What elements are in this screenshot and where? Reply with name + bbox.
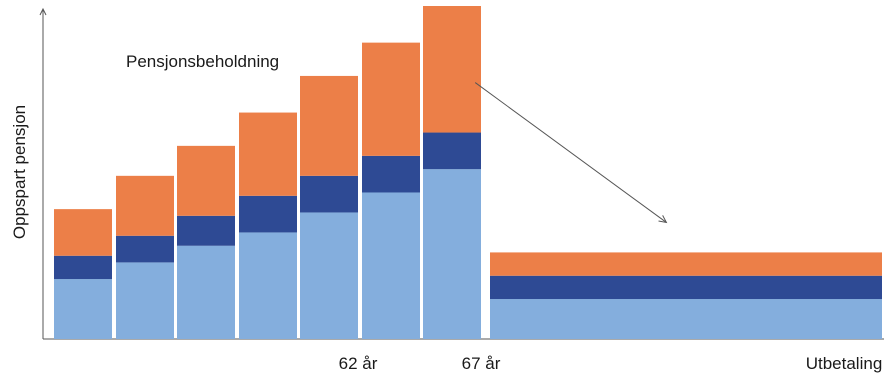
- bar-2-segment-2: [116, 235, 174, 263]
- bar-6-segment-2: [362, 155, 420, 193]
- trend-arrow: [474, 82, 668, 224]
- bar-2-segment-3: [116, 175, 174, 236]
- bar-4-segment-3: [239, 112, 297, 196]
- x-tick-labels: 62 år 67 år Utbetaling: [339, 354, 883, 373]
- x-tick-label-1: 62 år: [339, 354, 378, 373]
- bar-3-segment-1: [177, 245, 235, 339]
- bar-7-segment-1: [423, 169, 481, 339]
- bar-7-segment-3: [423, 6, 481, 133]
- bar-3-segment-2: [177, 215, 235, 246]
- bar-5-segment-1: [300, 212, 358, 339]
- bar-5-segment-2: [300, 175, 358, 213]
- bar-8-segment-1: [490, 299, 882, 339]
- bar-4-segment-2: [239, 195, 297, 233]
- bar-8-segment-2: [490, 275, 882, 300]
- y-axis-arrowhead: [39, 7, 47, 16]
- bar-1-segment-3: [54, 209, 112, 256]
- bar-7-segment-2: [423, 132, 481, 170]
- bar-5-segment-3: [300, 75, 358, 176]
- bar-3-segment-3: [177, 145, 235, 216]
- bar-1-segment-2: [54, 255, 112, 280]
- bars: [54, 6, 882, 339]
- bar-6-segment-1: [362, 192, 420, 339]
- x-tick-label-3: Utbetaling: [806, 354, 883, 373]
- bar-4-segment-1: [239, 232, 297, 339]
- bar-2-segment-1: [116, 262, 174, 339]
- bar-8-segment-3: [490, 252, 882, 276]
- pensjonsbeholdning-annotation: Pensjonsbeholdning: [126, 52, 279, 71]
- bar-1-segment-1: [54, 279, 112, 339]
- trend-arrow-head: [658, 215, 668, 224]
- bar-6-segment-3: [362, 42, 420, 156]
- x-tick-label-2: 67 år: [462, 354, 501, 373]
- trend-arrow-line: [474, 82, 667, 223]
- y-axis-label: Oppspart pensjon: [10, 105, 29, 239]
